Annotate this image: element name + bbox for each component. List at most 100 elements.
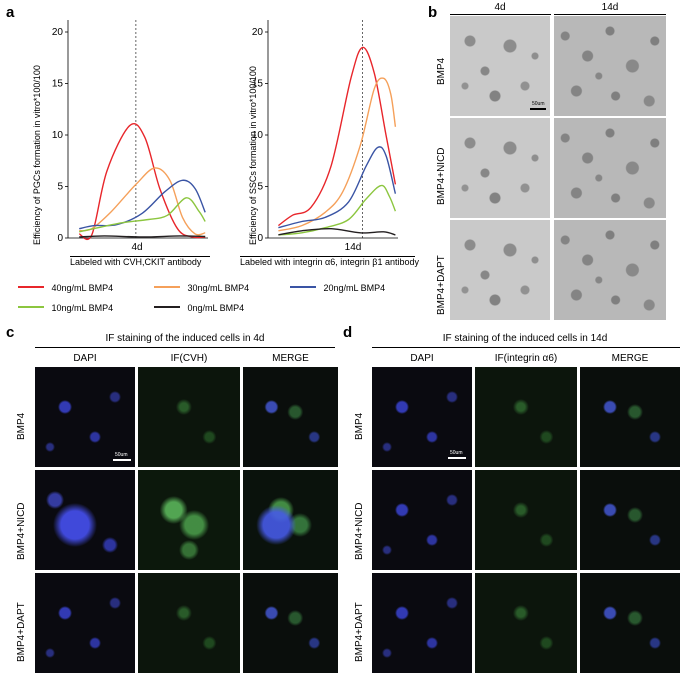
- panel-d-row-nicd: BMP4+NICD: [354, 502, 365, 560]
- chart-pgc-series-line: [79, 197, 206, 233]
- chart-ssc-series-line: [278, 146, 397, 229]
- panel-letter-a: a: [6, 4, 15, 21]
- panel-d-title-line: [372, 347, 680, 348]
- chart-ssc-subtitle-line: [240, 256, 415, 257]
- chart-pgc-ytick-label: 5: [57, 182, 63, 193]
- panel-b-col-4d: 4d: [494, 2, 506, 13]
- scale-bar: [448, 457, 466, 459]
- panel-d-col-dapi: DAPI: [410, 353, 434, 364]
- panel-b-col-14d: 14d: [601, 2, 619, 13]
- chart-ssc-series-line: [277, 46, 397, 227]
- chart-ssc-series-line: [278, 227, 396, 236]
- brightfield-bmp4-4d: 50um: [450, 16, 550, 116]
- panel-c-row-nicd: BMP4+NICD: [16, 502, 27, 560]
- chart-ssc-yticks: 0 5 10 15 20: [252, 27, 268, 244]
- panel-b-col-line-14d: [554, 14, 666, 15]
- if4d-dapi-dapt: [35, 573, 135, 673]
- if14d-dapi-nicd: [372, 470, 472, 570]
- legend-item: 0ng/mL BMP4: [154, 298, 244, 316]
- panel-b-row-nicd: BMP4+NICD: [436, 147, 447, 205]
- panel-c-row-bmp4: BMP4: [16, 412, 27, 440]
- if4d-merge-bmp4: [243, 367, 338, 467]
- chart-pgc-series-line: [79, 179, 206, 230]
- if4d-dapi-nicd: [35, 470, 135, 570]
- legend-item: 10ng/mL BMP4: [18, 298, 113, 316]
- chart-ssc-ylabel: Efficiency of SSCs formation in vitro*10…: [248, 66, 258, 245]
- if4d-cvh-dapt: [138, 573, 240, 673]
- chart-pgc-subtitle: Labeled with CVH,CKIT antibody: [70, 257, 202, 267]
- panel-c-title-line: [35, 347, 335, 348]
- chart-pgc-ytick-label: 15: [52, 79, 64, 90]
- if14d-merge-bmp4: [580, 367, 680, 467]
- chart-ssc-ytick-label: 5: [257, 182, 263, 193]
- legend-swatch-10: [18, 305, 44, 308]
- chart-ssc-series-group: [277, 46, 397, 236]
- panel-c-col-merge: MERGE: [272, 353, 309, 364]
- panel-c-row-dapt: BMP4+DAPT: [16, 602, 27, 662]
- panel-letter-d: d: [343, 324, 353, 341]
- chart-pgc-subtitle-line: [70, 256, 210, 257]
- chart-pgc-xlabel: 4d: [131, 242, 142, 250]
- legend-swatch-40: [18, 285, 44, 288]
- scale-bar-label: 50um: [450, 450, 463, 456]
- panel-d-col-if: IF(integrin α6): [494, 353, 558, 364]
- chart-pgc-ylabel: Efficiency of PGCs formation in vitro*10…: [32, 65, 42, 245]
- scale-bar: [113, 459, 131, 461]
- legend-swatch-30: [154, 285, 180, 288]
- legend-swatch-0: [154, 305, 180, 308]
- legend-item: 20ng/mL BMP4: [290, 278, 385, 296]
- legend-label-40: 40ng/mL BMP4: [51, 283, 114, 293]
- chart-pgc-ytick-label: 0: [57, 233, 63, 244]
- scale-bar-label: 50um: [532, 101, 545, 107]
- if14d-merge-dapt: [580, 573, 680, 673]
- legend-item: 30ng/mL BMP4: [154, 278, 249, 296]
- chart-pgc-ytick-label: 10: [52, 130, 64, 141]
- scale-bar-label: 50um: [115, 452, 128, 458]
- chart-pgc-yticks: 0 5 10 15 20: [52, 27, 68, 244]
- legend-swatch-20: [290, 285, 316, 288]
- panel-d-col-merge: MERGE: [611, 353, 649, 364]
- legend-item: 40ng/mL BMP4: [18, 278, 113, 296]
- panel-d-title: IF staining of the induced cells in 14d: [442, 333, 608, 344]
- panel-c-title: IF staining of the induced cells in 4d: [105, 333, 265, 344]
- legend-label-10: 10ng/mL BMP4: [51, 303, 114, 313]
- chart-ssc-series-line: [278, 184, 397, 236]
- if14d-merge-nicd: [580, 470, 680, 570]
- panel-d-row-dapt: BMP4+DAPT: [354, 602, 365, 662]
- chart-pgc-ytick-label: 20: [52, 27, 64, 38]
- if14d-dapi-dapt: [372, 573, 472, 673]
- brightfield-nicd-4d: [450, 118, 550, 218]
- if4d-cvh-bmp4: [138, 367, 240, 467]
- chart-pgc: Efficiency of PGCs formation in vitro*10…: [32, 20, 208, 250]
- chart-ssc-ytick-label: 0: [257, 233, 263, 244]
- if14d-dapi-bmp4: 50um: [372, 367, 472, 467]
- legend-label-30: 30ng/mL BMP4: [187, 283, 250, 293]
- legend: 40ng/mL BMP4 30ng/mL BMP4 20ng/mL BMP4 1…: [18, 278, 418, 318]
- chart-ssc: Efficiency of SSCs formation in vitro*10…: [248, 20, 398, 250]
- chart-ssc-ytick-label: 15: [252, 79, 264, 90]
- if4d-cvh-nicd: [138, 470, 240, 570]
- brightfield-dapt-14d: [554, 220, 666, 320]
- panel-letter-b: b: [428, 4, 438, 21]
- chart-pgc-series-group: [78, 122, 206, 240]
- chart-ssc-xlabel: 14d: [345, 242, 362, 250]
- if14d-integrin-dapt: [475, 573, 577, 673]
- brightfield-dapt-4d: [450, 220, 550, 320]
- brightfield-nicd-14d: [554, 118, 666, 218]
- panel-c-col-if: IF(CVH): [170, 353, 208, 364]
- panel-b-row-bmp4: BMP4: [436, 57, 447, 85]
- panel-c-col-dapi: DAPI: [73, 353, 97, 364]
- panel-d-row-bmp4: BMP4: [354, 412, 365, 440]
- chart-ssc-series-line: [278, 77, 397, 232]
- if14d-integrin-bmp4: [475, 367, 577, 467]
- legend-label-20: 20ng/mL BMP4: [323, 283, 386, 293]
- chart-ssc-ytick-label: 20: [252, 27, 264, 38]
- if4d-merge-nicd: [243, 470, 338, 570]
- panel-letter-c: c: [6, 324, 15, 341]
- panel-b-row-dapt: BMP4+DAPT: [436, 255, 447, 315]
- brightfield-bmp4-14d: [554, 16, 666, 116]
- chart-pgc-series-line: [79, 235, 206, 238]
- legend-label-0: 0ng/mL BMP4: [187, 303, 245, 313]
- panel-b-col-line-4d: [450, 14, 551, 15]
- if4d-dapi-bmp4: 50um: [35, 367, 135, 467]
